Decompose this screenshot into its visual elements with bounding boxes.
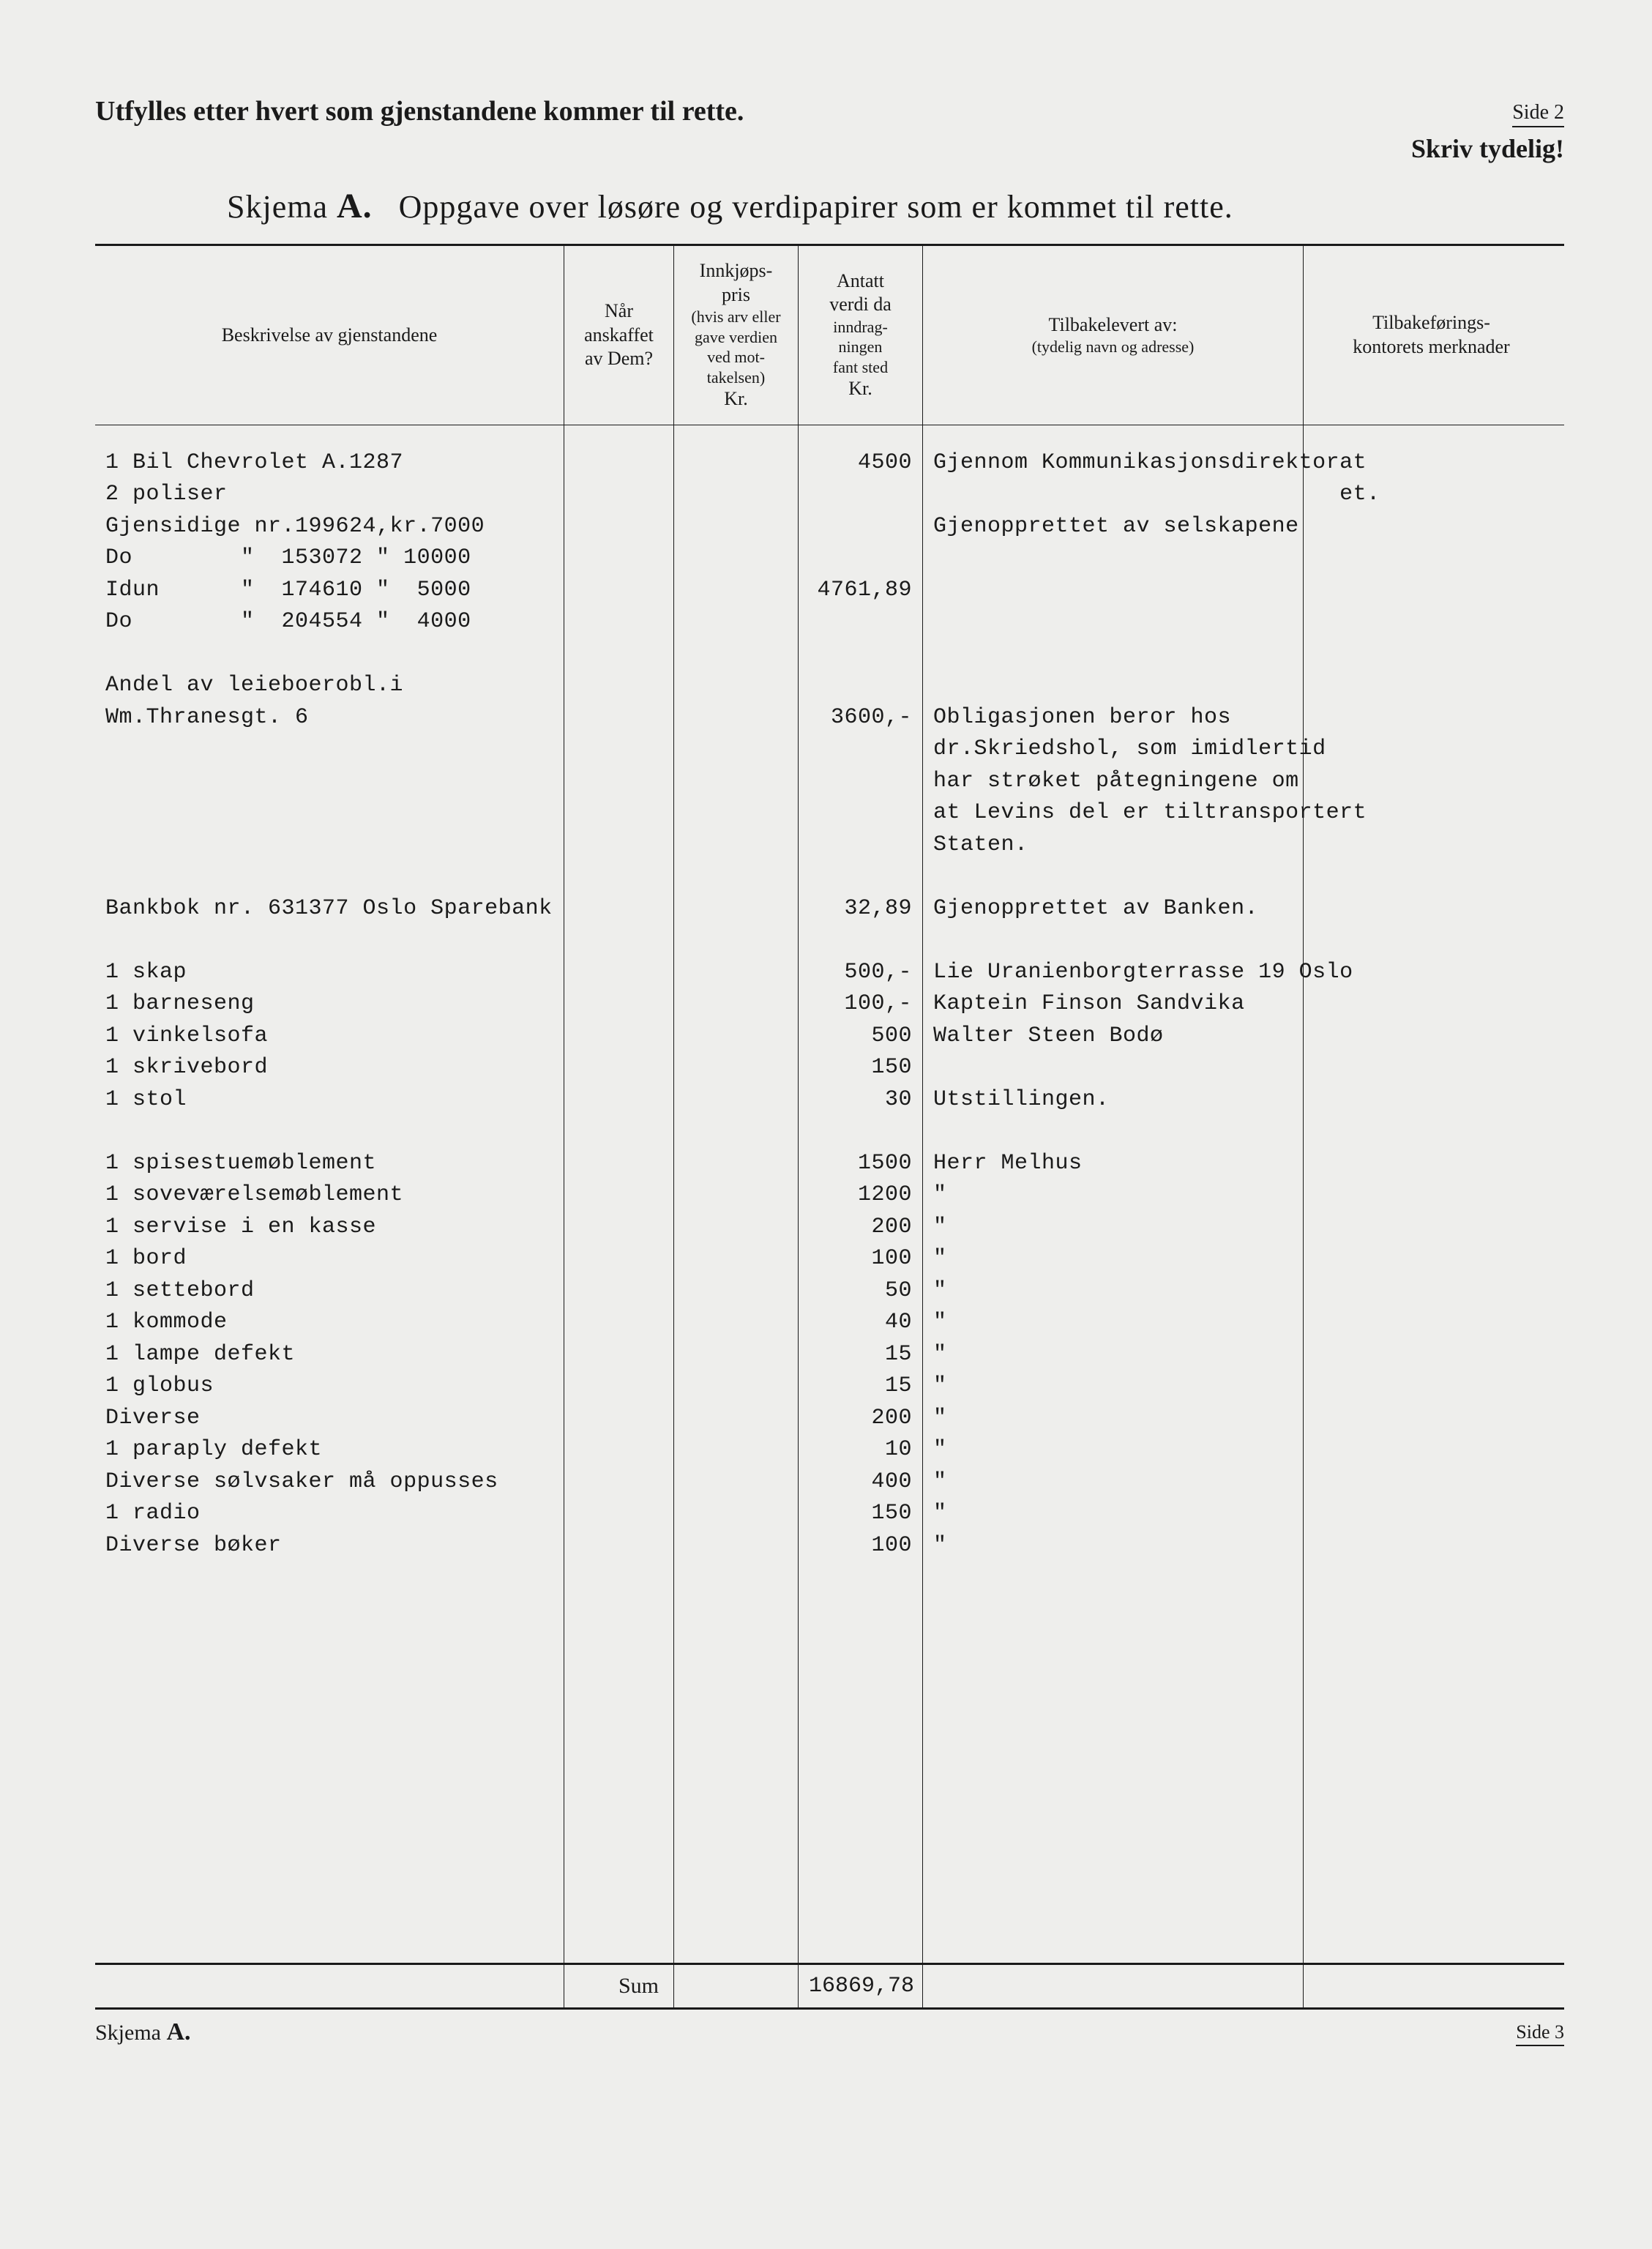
col-header-description: Beskrivelse av gjenstandene [95, 246, 564, 425]
hdr-l: Kr. [681, 387, 791, 411]
sum-spacer-3 [922, 1965, 1303, 2007]
hdr-l: inndrag- [806, 317, 915, 337]
hdr-l: Tilbakelevert av: [930, 313, 1296, 337]
schema-title: Skjema A. Oppgave over løsøre og verdipa… [95, 186, 1564, 226]
sum-value: 16869,78 [798, 1965, 922, 2007]
table-header: Beskrivelse av gjenstandene Når anskaffe… [95, 244, 1564, 425]
schema-prefix: Skjema [227, 189, 328, 225]
form-page: Utfylles etter hvert som gjenstandene ko… [0, 0, 1652, 2249]
col-header-value: Antatt verdi da inndrag- ningen fant ste… [798, 246, 922, 425]
hdr-l: Innkjøps- [681, 259, 791, 283]
sum-label: Sum [564, 1965, 673, 2007]
hdr-l: Antatt [806, 269, 915, 294]
hdr-l: kontorets merknader [1311, 335, 1552, 359]
hdr-l: verdi da [806, 293, 915, 317]
hdr-l: gave verdien [681, 327, 791, 348]
col-returned-by: Gjennom Kommunikasjonsdirektorat et. Gje… [922, 425, 1303, 1963]
hdr-l: Tilbakeførings- [1311, 311, 1552, 335]
schema-title-rest: Oppgave over løsøre og verdipapirer som … [399, 189, 1233, 225]
sum-row: Sum 16869,78 [95, 1963, 1564, 2010]
table-body: 1 Bil Chevrolet A.1287 2 poliser Gjensid… [95, 425, 1564, 1963]
top-line: Utfylles etter hvert som gjenstandene ko… [95, 95, 1564, 127]
page-number-top: Side 2 [1512, 101, 1564, 127]
hdr-l: Når [572, 299, 666, 324]
hdr-l: Kr. [806, 377, 915, 401]
sum-spacer-4 [1303, 1965, 1559, 2007]
col-header-when: Når anskaffet av Dem? [564, 246, 673, 425]
col-header-remarks: Tilbakeførings- kontorets merknader [1303, 246, 1559, 425]
col-when [564, 425, 673, 1963]
col-header-price: Innkjøps- pris (hvis arv eller gave verd… [673, 246, 798, 425]
sum-spacer-2 [673, 1965, 798, 2007]
col-remarks [1303, 425, 1559, 1963]
page-number-bottom: Side 3 [1516, 2021, 1564, 2046]
hdr-l: (hvis arv eller [681, 307, 791, 327]
top-instruction: Utfylles etter hvert som gjenstandene ko… [95, 95, 744, 127]
col-header-description-label: Beskrivelse av gjenstandene [102, 324, 556, 348]
write-clearly-note: Skriv tydelig! [95, 133, 1564, 164]
hdr-l: ningen [806, 337, 915, 357]
col-price [673, 425, 798, 1963]
footer-schema: Skjema A. [95, 2018, 191, 2046]
col-header-returned-by: Tilbakelevert av: (tydelig navn og adres… [922, 246, 1303, 425]
hdr-l: (tydelig navn og adresse) [930, 337, 1296, 357]
footer-schema-letter: A. [167, 2018, 191, 2045]
hdr-l: pris [681, 283, 791, 307]
hdr-l: anskaffet [572, 324, 666, 348]
hdr-l: takelsen) [681, 368, 791, 388]
hdr-l: fant sted [806, 357, 915, 378]
hdr-l: ved mot- [681, 347, 791, 368]
page-footer: Skjema A. Side 3 [95, 2018, 1564, 2046]
hdr-l: av Dem? [572, 347, 666, 371]
sum-spacer-1 [95, 1965, 564, 2007]
footer-schema-label: Skjema [95, 2021, 161, 2045]
col-description: 1 Bil Chevrolet A.1287 2 poliser Gjensid… [95, 425, 564, 1963]
schema-letter: A. [337, 187, 373, 225]
col-value: 4500 4761,89 3600,- 32,89 500,- 100,- 50… [798, 425, 922, 1963]
